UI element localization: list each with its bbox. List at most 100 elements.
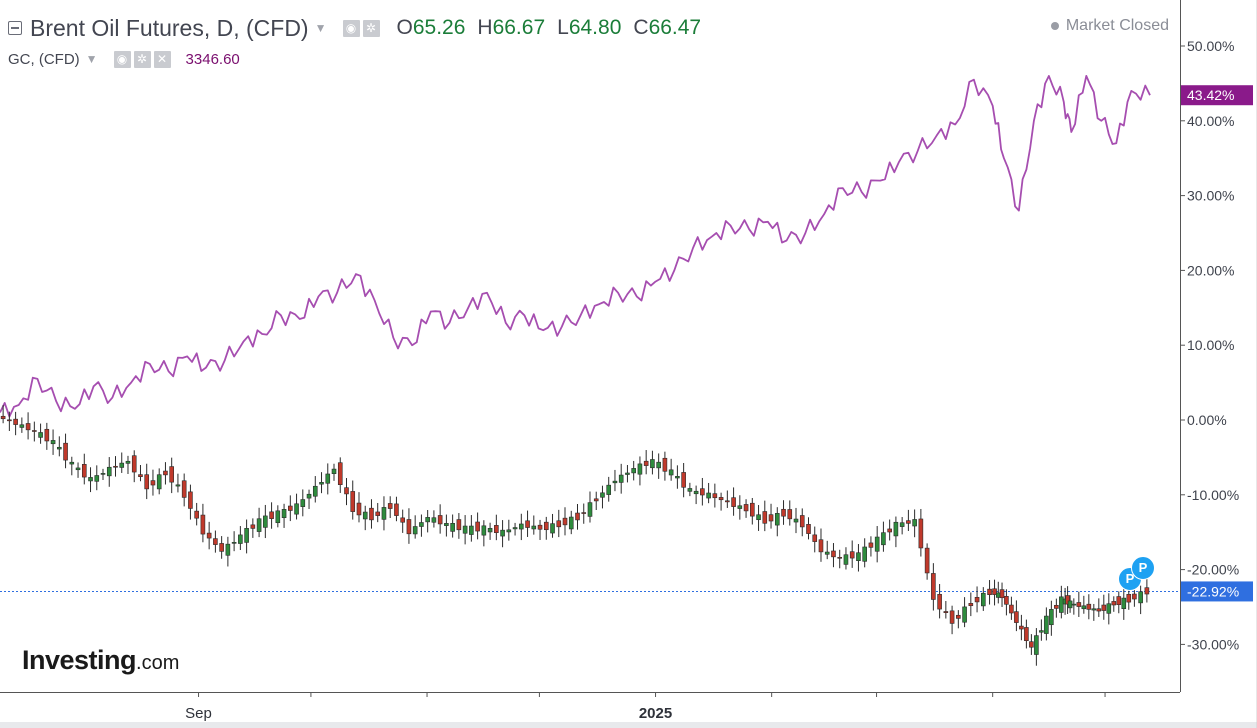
gold-last-price-badge-bg xyxy=(1181,85,1253,106)
ohlc-close-value: 66.47 xyxy=(648,16,702,39)
chevron-down-icon[interactable]: ▼ xyxy=(314,21,327,35)
candle-body xyxy=(943,611,949,613)
candle-body xyxy=(75,467,81,471)
candle-body xyxy=(238,534,243,544)
ohlc-low-value: 64.80 xyxy=(568,16,622,39)
candle-body xyxy=(956,614,961,619)
brent-last-price-badge-label: -22.92% xyxy=(1187,583,1239,599)
secondary-series-legend: GC, (CFD) ▼ ◉ ✲ ✕ 3346.60 xyxy=(8,48,240,70)
candle-body xyxy=(462,525,468,534)
candle-body xyxy=(156,474,162,490)
candle-body xyxy=(150,480,156,486)
candle-body xyxy=(494,525,499,533)
y-tick-label: 40.00% xyxy=(1187,113,1234,129)
candle-body xyxy=(768,514,774,522)
candle-body xyxy=(213,538,218,545)
ohlc-open-key: O xyxy=(396,16,413,39)
candle-body xyxy=(731,497,736,507)
candle-body xyxy=(793,518,799,523)
candle-body xyxy=(824,551,830,555)
candle-body xyxy=(818,539,824,553)
candle-body xyxy=(656,461,661,469)
y-tick-label: -20.00% xyxy=(1187,562,1239,578)
candle-body xyxy=(450,523,455,532)
candle-body xyxy=(525,520,530,528)
candle-body xyxy=(169,466,174,483)
candle-body xyxy=(1106,603,1112,614)
gear-icon[interactable]: ✲ xyxy=(362,19,380,37)
y-tick-label: -30.00% xyxy=(1187,636,1239,652)
candle-body xyxy=(319,482,324,485)
candle-body xyxy=(244,528,249,543)
candle-body xyxy=(362,511,368,520)
candle-body xyxy=(968,603,974,607)
candle-body xyxy=(250,524,256,529)
candle-body xyxy=(631,468,636,474)
candle-body xyxy=(1049,609,1054,626)
candle-body xyxy=(181,480,187,498)
main-series-legend: Brent Oil Futures, D, (CFD) ▼ ◉ ✲ O65.26… xyxy=(8,14,713,42)
candle-body xyxy=(325,473,331,484)
candle-body xyxy=(331,468,337,474)
candle-body xyxy=(288,505,293,511)
candle-body xyxy=(962,606,967,623)
candle-body xyxy=(806,524,811,534)
eye-icon[interactable]: ◉ xyxy=(342,19,360,37)
candle-body xyxy=(344,487,349,495)
candle-body xyxy=(57,446,62,450)
candle-body xyxy=(506,529,512,533)
candle-body xyxy=(125,460,131,464)
candle-body xyxy=(643,460,649,466)
eye-icon[interactable]: ◉ xyxy=(113,50,131,68)
candle-body xyxy=(512,527,518,530)
candle-body xyxy=(419,522,424,527)
candle-body xyxy=(662,457,668,472)
candle-body xyxy=(1116,596,1122,606)
candle-body xyxy=(412,526,418,535)
candle-body xyxy=(25,423,31,431)
candle-body xyxy=(69,461,75,465)
candle-body xyxy=(1132,593,1137,600)
candle-body xyxy=(625,472,630,475)
candle-body xyxy=(7,419,12,422)
candle-body xyxy=(981,592,986,607)
candle-body xyxy=(1059,596,1064,613)
candle-body xyxy=(718,497,724,501)
collapse-legend-icon[interactable] xyxy=(8,21,22,35)
candle-body xyxy=(992,588,997,595)
status-dot-icon xyxy=(1050,22,1059,30)
candle-body xyxy=(300,499,306,507)
candle-body xyxy=(706,492,711,499)
candle-body xyxy=(743,504,749,512)
candle-body xyxy=(263,515,268,528)
candle-body xyxy=(756,514,761,521)
candle-body xyxy=(1034,635,1039,655)
candle-body xyxy=(568,516,574,530)
secondary-series-title[interactable]: GC, (CFD) xyxy=(8,50,80,68)
main-series-title[interactable]: Brent Oil Futures, D, (CFD) xyxy=(30,14,309,41)
candle-body xyxy=(556,520,562,528)
candle-body xyxy=(762,511,768,524)
chevron-down-icon[interactable]: ▼ xyxy=(85,52,98,66)
candle-body xyxy=(899,522,905,527)
candle-body xyxy=(188,491,193,509)
candle-body xyxy=(63,442,68,461)
market-status: Market Closed xyxy=(1050,17,1169,35)
price-badges: 43.42% -22.92% xyxy=(1181,85,1253,602)
gear-icon[interactable]: ✲ xyxy=(133,50,151,68)
candle-body xyxy=(431,517,437,523)
candle-body xyxy=(13,418,18,425)
candle-body xyxy=(725,500,730,503)
candle-body xyxy=(163,470,168,476)
candle-body xyxy=(225,543,231,556)
candle-body xyxy=(281,509,287,519)
candle-body xyxy=(387,503,393,509)
event-flag-icon[interactable]: P xyxy=(1131,556,1155,580)
candle-body xyxy=(1111,601,1117,606)
close-icon[interactable]: ✕ xyxy=(153,50,171,68)
candle-body xyxy=(1126,594,1132,603)
candle-body xyxy=(100,473,106,475)
candle-body xyxy=(774,513,780,526)
